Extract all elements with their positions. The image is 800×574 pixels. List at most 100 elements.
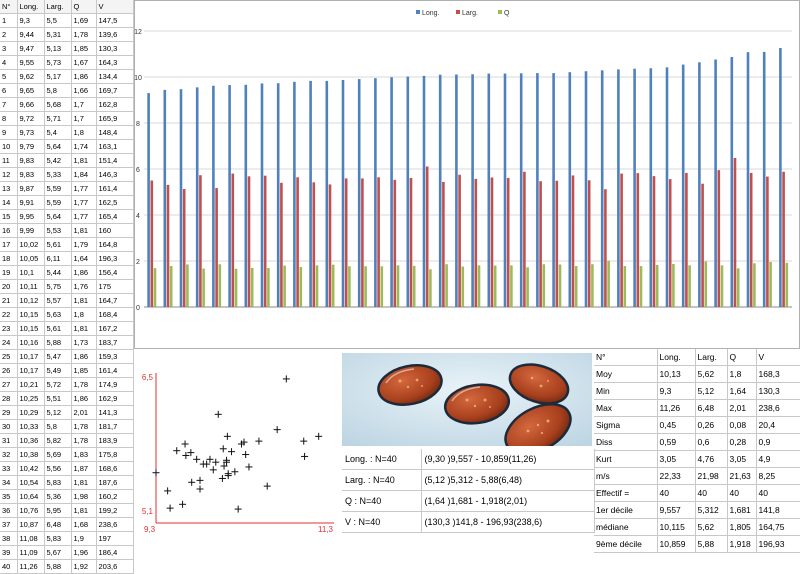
cell-volume: 168,6 bbox=[96, 461, 134, 476]
cell-ratio: 1,9 bbox=[71, 531, 97, 546]
cell-number: 8 bbox=[0, 111, 18, 126]
table-row: 37 10,87 6,48 1,68 238,6 bbox=[0, 517, 134, 532]
cell-ratio: 1,7 bbox=[71, 97, 97, 112]
bar-larg bbox=[620, 173, 623, 307]
bar-long bbox=[276, 83, 280, 308]
cell-number: 5 bbox=[0, 69, 18, 84]
cell-volume: 141,3 bbox=[96, 405, 134, 420]
stats-row: 1er décile 9,557 5,312 1,681 141,8 bbox=[594, 501, 800, 519]
bar-larg bbox=[749, 172, 753, 307]
table-row: 21 10,12 5,57 1,81 164,7 bbox=[0, 293, 134, 308]
table-row: 24 10,16 5,88 1,73 183,7 bbox=[0, 335, 134, 350]
summary-row: V : N=40 (130,3 )141,8 - 196,93(238,6) bbox=[342, 511, 595, 533]
bar-long bbox=[471, 74, 474, 308]
cell-number: 35 bbox=[0, 489, 18, 504]
cell-ratio: 1,76 bbox=[71, 279, 97, 294]
scatter-point bbox=[214, 410, 222, 418]
scatter-point bbox=[179, 500, 187, 508]
cell-number: 34 bbox=[0, 475, 18, 490]
legend-label: Larg. bbox=[462, 10, 478, 17]
cell-volume: 165,4 bbox=[96, 209, 134, 224]
stats-ratio: 21,63 bbox=[727, 467, 757, 485]
table-row: 26 10,17 5,49 1,85 161,4 bbox=[0, 363, 134, 378]
cell-number: 21 bbox=[0, 293, 18, 308]
cell-number: 25 bbox=[0, 349, 18, 364]
bar-larg bbox=[490, 177, 494, 307]
statistics-table: N° Long. Larg. Q V Moy 10,13 5,62 1,8 168,3 M… bbox=[594, 349, 800, 553]
cell-ratio: 1,8 bbox=[71, 307, 97, 322]
cell-number: 19 bbox=[0, 265, 18, 280]
header-number: N° bbox=[0, 0, 18, 14]
bar-larg bbox=[344, 178, 348, 307]
bar-long bbox=[341, 79, 345, 308]
bar-q bbox=[574, 266, 578, 307]
cell-length: 9,3 bbox=[17, 13, 45, 28]
bar-long bbox=[568, 72, 572, 307]
bar-larg bbox=[263, 175, 267, 307]
stats-ratio: 1,64 bbox=[727, 382, 757, 400]
bar-long bbox=[438, 74, 442, 307]
bar-long bbox=[779, 48, 782, 308]
measurements-header-row: N° Long. Larg. Q V bbox=[0, 0, 134, 14]
stats-label: Sigma bbox=[594, 416, 658, 434]
cell-number: 30 bbox=[0, 419, 18, 434]
table-row: 40 11,26 5,88 1,92 203,6 bbox=[0, 559, 134, 574]
cell-number: 13 bbox=[0, 181, 18, 196]
table-row: 10 9,79 5,64 1,74 163,1 bbox=[0, 139, 134, 154]
scatter-point bbox=[273, 426, 281, 434]
cell-ratio: 1,73 bbox=[71, 335, 97, 350]
cell-length: 10,15 bbox=[17, 307, 45, 322]
cell-number: 40 bbox=[0, 559, 18, 574]
statistics-header-row: N° Long. Larg. Q V bbox=[594, 349, 800, 366]
table-row: 14 9,91 5,59 1,77 162,5 bbox=[0, 195, 134, 210]
cell-volume: 183,7 bbox=[96, 335, 134, 350]
cell-width: 5,67 bbox=[44, 545, 72, 560]
stats-ratio: 0,08 bbox=[727, 416, 757, 434]
y-tick-label: 12 bbox=[134, 29, 142, 36]
bar-long bbox=[147, 93, 150, 307]
stats-volume: 196,93 bbox=[756, 535, 800, 553]
stats-row: Min 9,3 5,12 1,64 130,3 bbox=[594, 382, 800, 400]
legend-swatch bbox=[416, 10, 420, 14]
cell-width: 5,61 bbox=[44, 321, 72, 336]
cell-volume: 187,6 bbox=[96, 475, 134, 490]
scatter-point bbox=[196, 476, 204, 484]
stats-length: 0,59 bbox=[657, 433, 696, 451]
cell-volume: 164,7 bbox=[96, 293, 134, 308]
bar-larg bbox=[604, 189, 607, 307]
cell-length: 9,79 bbox=[17, 139, 45, 154]
cell-length: 9,47 bbox=[17, 41, 45, 56]
table-row: 4 9,55 5,73 1,67 164,3 bbox=[0, 55, 134, 70]
cell-ratio: 1,77 bbox=[71, 209, 97, 224]
cell-ratio: 1,66 bbox=[71, 83, 97, 98]
bar-long bbox=[519, 73, 523, 307]
bar-q bbox=[655, 264, 659, 307]
bar-larg bbox=[280, 182, 283, 307]
cell-width: 5,69 bbox=[44, 447, 72, 462]
cell-length: 9,55 bbox=[17, 55, 45, 70]
cell-volume: 163,1 bbox=[96, 139, 134, 154]
bar-larg bbox=[506, 177, 510, 307]
stats-width: 5,88 bbox=[695, 535, 728, 553]
cell-volume: 162,8 bbox=[96, 97, 134, 112]
cell-width: 5,33 bbox=[44, 167, 72, 182]
cell-length: 10,17 bbox=[17, 363, 45, 378]
bar-q bbox=[234, 268, 238, 307]
bar-long bbox=[649, 68, 653, 307]
bar-q bbox=[785, 262, 789, 307]
stats-volume: 8,25 bbox=[756, 467, 800, 485]
cell-length: 10,36 bbox=[17, 433, 45, 448]
y-tick-label: 6 bbox=[136, 167, 140, 174]
scatter-point bbox=[231, 468, 239, 476]
cell-volume: 183,9 bbox=[96, 433, 134, 448]
cell-volume: 238,6 bbox=[96, 517, 134, 532]
cell-length: 10,17 bbox=[17, 349, 45, 364]
cell-ratio: 1,78 bbox=[71, 377, 97, 392]
table-row: 12 9,83 5,33 1,84 146,3 bbox=[0, 167, 134, 182]
table-row: 9 9,73 5,4 1,8 148,4 bbox=[0, 125, 134, 140]
bar-long bbox=[665, 67, 669, 307]
cell-width: 5,73 bbox=[44, 55, 72, 70]
stats-label: Effectif = bbox=[594, 484, 658, 502]
bar-long bbox=[212, 85, 215, 308]
cell-ratio: 1,81 bbox=[71, 475, 97, 490]
